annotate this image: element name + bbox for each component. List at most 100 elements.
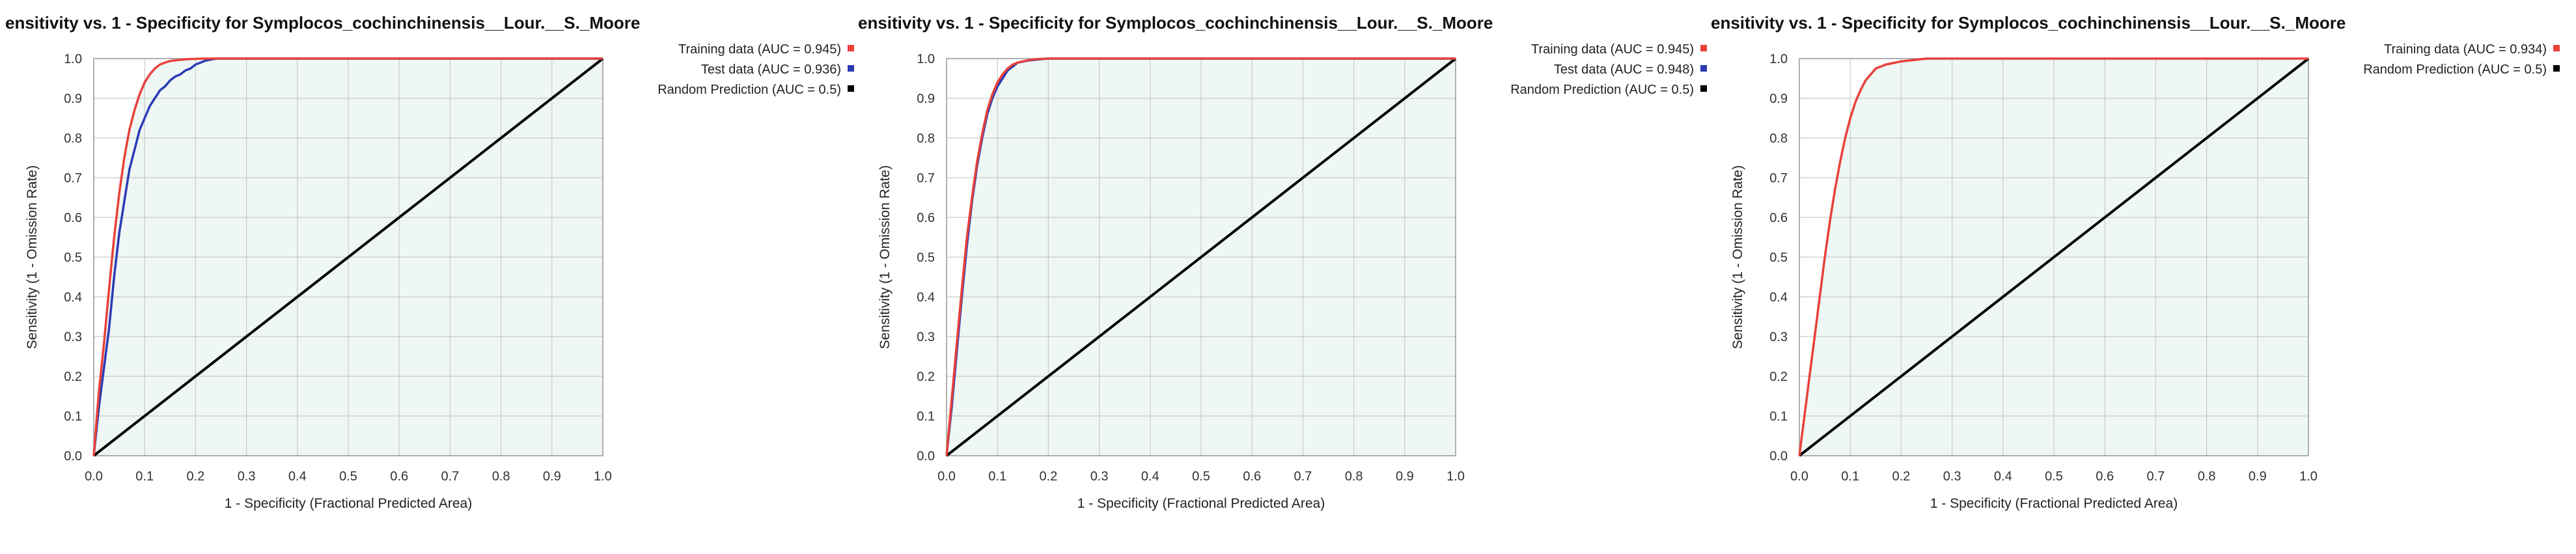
x-tick-label: 0.3 [1090,469,1109,484]
y-tick-label: 0.5 [64,251,82,265]
y-axis-label: Sensitivity (1 - Omission Rate) [878,165,893,349]
x-tick-label: 0.5 [2045,469,2063,484]
x-tick-label: 0.0 [937,469,956,484]
series-line-3 [945,57,1457,457]
y-tick-label: 0.1 [917,409,935,424]
x-tick-label: 0.8 [1345,469,1363,484]
x-tick-label: 0.3 [238,469,256,484]
x-tick-label: 0.9 [543,469,561,484]
x-tick-label: 0.1 [1841,469,1859,484]
legend-swatch [2553,65,2560,72]
x-tick-label: 0.1 [988,469,1006,484]
y-tick-label: 0.6 [1769,211,1788,225]
y-tick-label: 0.3 [1769,330,1788,344]
x-tick-label: 0.8 [492,469,510,484]
x-tick-label: 0.7 [1294,469,1312,484]
legend: Training data (AUC = 0.945) Test data (AU… [1510,42,1707,97]
y-tick-label: 0.6 [64,211,82,225]
x-tick-label: 0.5 [339,469,357,484]
x-tick-label: 0.1 [135,469,154,484]
x-tick-label: 0.0 [85,469,103,484]
y-tick-label: 0.2 [1769,370,1788,384]
x-tick-label: 0.4 [1994,469,2012,484]
x-axis-label: 1 - Specificity (Fractional Predicted Ar… [225,496,472,511]
y-tick-label: 0.8 [64,132,82,146]
legend-label: Random Prediction (AUC = 0.5) [1510,83,1694,97]
x-tick-label: 0.6 [1243,469,1261,484]
y-axis-label: Sensitivity (1 - Omission Rate) [1730,165,1745,349]
legend-swatch [848,65,854,72]
x-tick-label: 0.5 [1192,469,1210,484]
y-tick-label: 1.0 [1769,52,1788,66]
legend-swatch [1700,85,1707,92]
y-tick-label: 0.7 [64,171,82,186]
x-tick-label: 0.3 [1943,469,1961,484]
series-line-3 [92,57,604,457]
x-tick-label: 0.7 [2146,469,2165,484]
legend: Training data (AUC = 0.945) Test data (AU… [658,42,854,97]
x-tick-label: 0.0 [1790,469,1808,484]
x-tick-label: 0.6 [390,469,408,484]
y-axis-label: Sensitivity (1 - Omission Rate) [25,165,40,349]
y-tick-label: 1.0 [64,52,82,66]
x-tick-label: 1.0 [594,469,612,484]
y-tick-label: 1.0 [917,52,935,66]
roc-chart-3: 0.00.0 0.1 0.1 0.2 0.2 0.3 0.3 0.4 0.4 0.5 0.5 0.6 0… [1711,13,2560,511]
x-tick-label: 0.6 [2096,469,2114,484]
x-tick-label: 0.2 [1892,469,1910,484]
legend: Training data (AUC = 0.934) Random Predic… [2363,42,2560,77]
legend-swatch [1700,45,1707,51]
x-tick-label: 0.8 [2198,469,2216,484]
legend-label: Training data (AUC = 0.945) [678,42,841,57]
roc-chart-2: 0.00.0 0.1 0.1 0.2 0.2 0.3 0.3 0.4 0.4 0.5 0.5 0.6 0… [858,13,1707,511]
y-tick-label: 0.1 [64,409,82,424]
roc-chart-1: 0.00.0 0.1 0.1 0.2 0.2 0.3 0.3 0.4 0.4 0.5 0.5 0.6 0… [5,13,854,511]
x-tick-label: 0.4 [288,469,307,484]
x-tick-label: 0.2 [186,469,204,484]
series-line-1 [92,57,603,456]
x-axis-label: 1 - Specificity (Fractional Predicted Ar… [1930,496,2178,511]
y-tick-label: 0.2 [64,370,82,384]
chart-title: ensitivity vs. 1 - Specificity for Sympl… [5,13,640,33]
series-line-1 [1798,57,2308,456]
y-tick-label: 0.8 [1769,132,1788,146]
x-axis-label: 1 - Specificity (Fractional Predicted Ar… [1077,496,1325,511]
y-tick-label: 0.5 [917,251,935,265]
x-tick-label: 0.2 [1039,469,1057,484]
legend-swatch [1700,65,1707,72]
y-tick-label: 0.6 [917,211,935,225]
y-tick-label: 0.0 [64,449,82,464]
y-tick-label: 0.5 [1769,251,1788,265]
y-tick-label: 0.4 [917,290,935,305]
y-tick-label: 0.7 [1769,171,1788,186]
legend-swatch [848,85,854,92]
y-tick-label: 0.3 [917,330,935,344]
legend-label: Training data (AUC = 0.934) [2384,42,2547,57]
chart-title: ensitivity vs. 1 - Specificity for Sympl… [858,13,1493,33]
y-tick-label: 0.7 [917,171,935,186]
series-line-2 [1798,57,2310,457]
x-tick-label: 0.9 [2249,469,2267,484]
series-line-1 [945,57,1456,456]
y-tick-label: 0.2 [917,370,935,384]
y-tick-label: 0.0 [917,449,935,464]
y-tick-label: 0.4 [64,290,82,305]
legend-label: Test data (AUC = 0.936) [701,62,841,77]
x-tick-label: 1.0 [2299,469,2318,484]
legend-swatch [2553,45,2560,51]
y-tick-label: 0.9 [1769,92,1788,106]
x-tick-label: 0.9 [1396,469,1414,484]
y-tick-label: 0.9 [917,92,935,106]
chart-title: ensitivity vs. 1 - Specificity for Sympl… [1711,13,2346,33]
y-tick-label: 0.3 [64,330,82,344]
x-tick-label: 0.4 [1141,469,1159,484]
legend-label: Random Prediction (AUC = 0.5) [658,83,841,97]
x-tick-label: 1.0 [1447,469,1465,484]
legend-swatch [848,45,854,51]
y-tick-label: 0.1 [1769,409,1788,424]
y-tick-label: 0.9 [64,92,82,106]
legend-label: Training data (AUC = 0.945) [1531,42,1694,57]
x-tick-label: 0.7 [441,469,459,484]
legend-label: Test data (AUC = 0.948) [1554,62,1694,77]
y-tick-label: 0.8 [917,132,935,146]
